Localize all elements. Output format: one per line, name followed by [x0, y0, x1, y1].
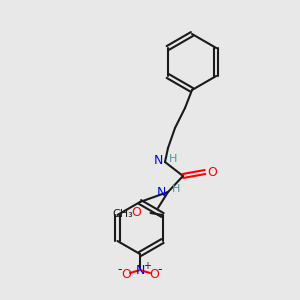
Text: O: O	[121, 268, 131, 281]
Text: H: H	[172, 184, 180, 194]
Text: CH₃: CH₃	[112, 209, 133, 219]
Text: -: -	[118, 263, 122, 277]
Text: N: N	[154, 154, 163, 167]
Text: O: O	[149, 268, 159, 281]
Text: O: O	[132, 206, 142, 220]
Text: N: N	[157, 185, 166, 199]
Text: -: -	[158, 263, 162, 277]
Text: +: +	[143, 261, 151, 271]
Text: N: N	[135, 263, 145, 277]
Text: H: H	[169, 154, 177, 164]
Text: O: O	[207, 166, 217, 178]
